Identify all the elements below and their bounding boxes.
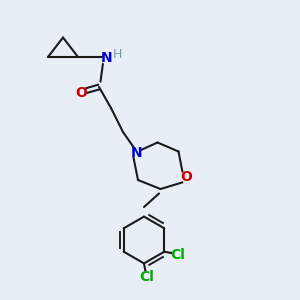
Text: O: O [75, 86, 87, 100]
Text: N: N [101, 52, 112, 65]
Text: N: N [131, 146, 142, 160]
Text: Cl: Cl [140, 270, 154, 284]
Text: Cl: Cl [170, 248, 185, 262]
Text: H: H [113, 48, 123, 62]
Text: O: O [180, 170, 192, 184]
